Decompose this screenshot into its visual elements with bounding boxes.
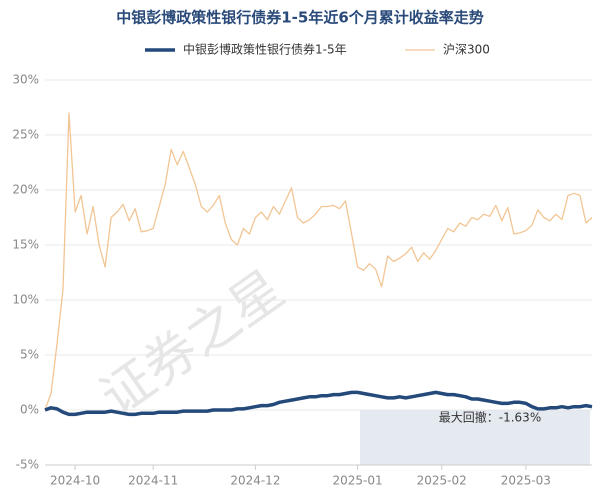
line <box>44 390 593 417</box>
x-tick-label: 2025-02 <box>417 474 467 488</box>
y-tick-label: 10% <box>12 293 39 307</box>
drawdown-region <box>360 410 590 465</box>
legend-label: 中银彭博政策性银行债券1-5年 <box>183 42 347 57</box>
x-tick-label: 2025-01 <box>333 474 383 488</box>
legend-label: 沪深300 <box>443 43 490 57</box>
x-tick-label: 2024-12 <box>230 474 280 488</box>
x-tick-label: 2025-03 <box>501 474 551 488</box>
y-tick-label: 30% <box>12 73 39 87</box>
y-tick-label: 5% <box>20 348 39 362</box>
watermark: 证券之星 <box>90 260 295 428</box>
legend: 中银彭博政策性银行债券1-5年 沪深300 <box>145 42 490 57</box>
y-tick-label: 25% <box>12 128 39 142</box>
y-tick-label: 0% <box>20 403 39 417</box>
annotation: 最大回撤：-1.63% <box>439 410 541 425</box>
x-tick-label: 2024-11 <box>128 474 178 488</box>
y-tick-label: 15% <box>12 238 39 252</box>
line <box>44 112 593 411</box>
y-tick-label: 20% <box>12 183 39 197</box>
chart-title: 中银彭博政策性银行债券1-5年近6个月累计收益率走势 <box>116 9 484 27</box>
y-tick-label: -5% <box>16 458 39 472</box>
x-tick-label: 2024-10 <box>50 474 100 488</box>
